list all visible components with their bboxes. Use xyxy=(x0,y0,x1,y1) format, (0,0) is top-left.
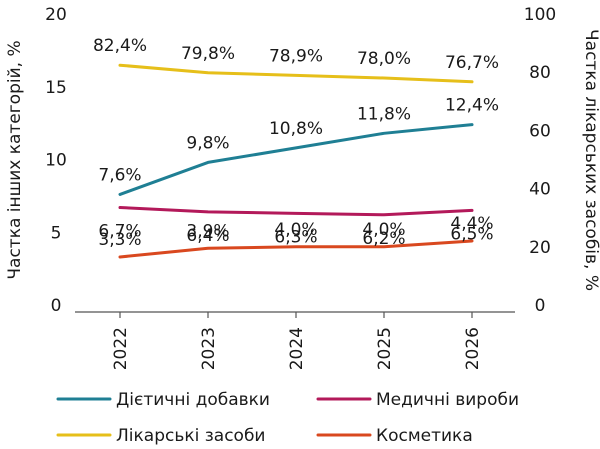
legend-label: Медичні вироби xyxy=(376,390,519,410)
legend-item: Лікарські засоби xyxy=(56,426,265,446)
x-tick-label: 2022 xyxy=(111,327,131,370)
left-tick-label: 20 xyxy=(45,5,67,25)
data-label: 6,7% xyxy=(98,222,141,242)
data-label: 6,4% xyxy=(186,226,229,246)
x-axis-ticks: 2022 2023 2024 2025 2026 xyxy=(111,312,483,370)
right-tick-label: 100 xyxy=(524,5,556,25)
series-lines xyxy=(118,63,474,259)
x-tick-label: 2023 xyxy=(199,327,219,370)
data-label: 6,5% xyxy=(450,224,493,244)
left-tick-label: 5 xyxy=(51,223,62,243)
data-label: 9,8% xyxy=(186,133,229,153)
data-label: 82,4% xyxy=(93,36,147,56)
data-label: 12,4% xyxy=(445,96,499,116)
data-label: 11,8% xyxy=(357,104,411,124)
right-tick-label: 60 xyxy=(529,121,551,141)
data-label: 78,0% xyxy=(357,49,411,69)
legend-label: Дієтичні добавки xyxy=(116,390,270,410)
data-labels: 7,6% 9,8% 10,8% 11,8% 12,4% 6,7% 6,4% 6,3% 6,2% 6… xyxy=(93,36,499,250)
series-line xyxy=(118,206,474,217)
left-tick-label: 15 xyxy=(45,78,67,98)
data-label: 76,7% xyxy=(445,53,499,73)
data-label: 3,9% xyxy=(186,221,229,241)
data-label: 79,8% xyxy=(181,44,235,64)
right-tick-label: 40 xyxy=(529,180,551,200)
data-label: 78,9% xyxy=(269,46,323,66)
data-label: 7,6% xyxy=(98,165,141,185)
legend-item: Дієтичні добавки xyxy=(56,390,270,410)
data-label: 6,2% xyxy=(362,229,405,249)
legend-label: Косметика xyxy=(376,426,473,446)
data-label: 4,0% xyxy=(362,220,405,240)
left-tick-label: 0 xyxy=(51,296,62,316)
x-tick-label: 2025 xyxy=(375,327,395,370)
right-tick-label: 20 xyxy=(529,238,551,258)
x-tick-label: 2024 xyxy=(287,327,307,370)
right-axis-title: Частка лікарських засобів, % xyxy=(581,29,600,291)
left-tick-label: 10 xyxy=(45,151,67,171)
legend-label: Лікарські засоби xyxy=(116,426,265,446)
legend: Дієтичні добавки Медичні вироби Лікарські … xyxy=(56,390,519,446)
series-line xyxy=(118,63,474,84)
series-line xyxy=(118,123,474,196)
x-tick-label: 2026 xyxy=(463,327,483,370)
data-label: 4,4% xyxy=(450,214,493,234)
series-line xyxy=(118,239,474,259)
data-label: 6,3% xyxy=(274,227,317,247)
right-tick-label: 80 xyxy=(529,63,551,83)
legend-item: Косметика xyxy=(316,426,473,446)
legend-item: Медичні вироби xyxy=(316,390,519,410)
data-label: 10,8% xyxy=(269,119,323,139)
data-label: 3,3% xyxy=(98,230,141,250)
data-label: 4,0% xyxy=(274,220,317,240)
right-tick-label: 0 xyxy=(535,296,546,316)
right-axis-ticks: 0 20 40 60 80 100 xyxy=(524,5,556,316)
left-axis-title: Частка інших категорій, % xyxy=(5,40,25,279)
left-axis-ticks: 0 5 10 15 20 xyxy=(45,5,67,316)
